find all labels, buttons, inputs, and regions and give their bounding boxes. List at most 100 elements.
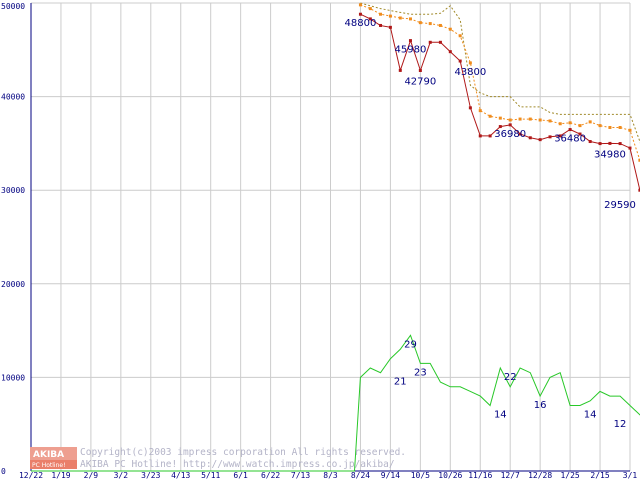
series-line-min_price	[360, 13, 640, 191]
data-point-avg_price	[568, 121, 572, 125]
data-point-avg_price	[468, 61, 472, 65]
chart-grid	[30, 2, 631, 472]
data-point-min_price	[418, 68, 422, 72]
data-point-min_price	[398, 68, 402, 72]
data-point-avg_price	[358, 3, 362, 7]
data-point-min_price	[358, 12, 362, 16]
y-tick-label: 0	[1, 467, 6, 476]
series-line-shop_count	[31, 334, 640, 472]
x-tick-label: 1/25	[560, 471, 579, 480]
x-tick-label: 3/23	[141, 471, 160, 480]
data-label-shop_count: 14	[494, 409, 507, 420]
data-label-shop_count: 12	[614, 419, 627, 430]
data-point-avg_price	[368, 7, 372, 11]
y-tick-label: 50000	[1, 2, 25, 11]
data-point-avg_price	[388, 14, 392, 18]
data-point-avg_price	[498, 116, 502, 120]
data-point-avg_price	[398, 16, 402, 20]
data-point-avg_price	[478, 109, 482, 113]
x-tick-label: 3/1	[623, 471, 638, 480]
data-label-min_price: 48800	[345, 18, 377, 29]
data-point-min_price	[438, 40, 442, 44]
data-point-min_price	[508, 123, 512, 127]
y-axis-ticks: 50000 40000 30000 20000 10000 0	[1, 2, 25, 476]
data-label-shop_count: 23	[414, 367, 427, 378]
data-point-min_price	[488, 134, 492, 138]
logo-bottom-block	[30, 460, 77, 469]
data-point-avg_price	[418, 21, 422, 25]
data-point-min_price	[518, 132, 522, 136]
x-tick-label: 6/1	[233, 471, 248, 480]
data-label-min_price: 36480	[554, 134, 586, 145]
data-point-avg_price	[588, 120, 592, 124]
data-point-min_price	[578, 132, 582, 136]
data-point-avg_price	[578, 124, 582, 128]
x-tick-label: 7/13	[291, 471, 310, 480]
data-point-min_price	[388, 25, 392, 29]
data-label-min_price: 43800	[454, 67, 486, 78]
x-tick-label: 9/14	[381, 471, 400, 480]
data-point-min_price	[538, 138, 542, 142]
x-tick-label: 11/16	[468, 471, 492, 480]
y-tick-label: 20000	[1, 280, 25, 289]
data-labels: 48800 45980 42790 43800 36980 36480 34980 29590…	[345, 18, 636, 430]
data-label-shop_count: 22	[504, 372, 517, 383]
data-point-avg_price	[618, 125, 622, 129]
x-tick-label: 2/9	[84, 471, 99, 480]
data-point-avg_price	[508, 118, 512, 122]
series-line-max_price	[360, 2, 640, 144]
data-point-min_price	[498, 125, 502, 129]
data-point-avg_price	[558, 122, 562, 126]
x-tick-label: 1/19	[51, 471, 70, 480]
series-line-avg_price	[360, 4, 640, 162]
footer-watermark: AKIBA PC Hotline! Copyright(c)2003 impre…	[30, 447, 406, 470]
x-tick-label: 12/22	[19, 471, 43, 480]
site-url-text: AKIBA PC Hotline! http://www.watch.impre…	[80, 459, 395, 470]
data-point-avg_price	[438, 23, 442, 27]
data-point-min_price	[618, 142, 622, 146]
data-label-shop_count: 21	[394, 377, 407, 388]
x-tick-label: 3/2	[114, 471, 129, 480]
series-max_price	[360, 2, 640, 144]
data-point-min_price	[478, 134, 482, 138]
data-point-avg_price	[488, 114, 492, 118]
logo-top-block	[30, 447, 77, 460]
y-tick-label: 30000	[1, 186, 25, 195]
x-tick-label: 10/5	[411, 471, 430, 480]
data-label-shop_count: 16	[534, 400, 547, 411]
data-point-min_price	[638, 188, 640, 192]
data-point-min_price	[568, 128, 572, 132]
copyright-text: Copyright(c)2003 impress corporation All…	[80, 447, 406, 458]
x-tick-label: 12/7	[501, 471, 520, 480]
data-point-avg_price	[548, 119, 552, 123]
data-point-avg_price	[518, 117, 522, 121]
data-point-min_price	[528, 136, 532, 140]
data-point-min_price	[458, 59, 462, 63]
x-tick-label: 5/11	[201, 471, 220, 480]
x-axis-ticks: 12/22 1/19 2/9 3/2 3/23 4/13 5/11 6/1 6/22 7/13 8/…	[19, 471, 637, 480]
data-point-min_price	[588, 140, 592, 144]
data-point-avg_price	[428, 22, 432, 26]
data-label-min_price: 42790	[404, 76, 436, 87]
data-point-avg_price	[628, 128, 632, 132]
series-shop_count	[31, 334, 640, 472]
data-point-min_price	[379, 23, 383, 27]
data-point-avg_price	[379, 12, 383, 16]
data-point-avg_price	[638, 158, 640, 162]
data-point-min_price	[368, 17, 372, 21]
data-point-min_price	[448, 50, 452, 54]
x-tick-label: 4/13	[171, 471, 190, 480]
data-label-min_price: 34980	[594, 150, 626, 161]
data-label-shop_count: 29	[404, 339, 417, 350]
x-tick-label: 6/22	[261, 471, 280, 480]
data-point-avg_price	[458, 34, 462, 38]
chart-series	[31, 2, 640, 472]
data-point-avg_price	[448, 27, 452, 31]
x-tick-label: 8/24	[351, 471, 370, 480]
data-point-avg_price	[608, 125, 612, 129]
data-label-min_price: 29590	[604, 200, 636, 211]
x-tick-label: 12/28	[528, 471, 552, 480]
y-tick-label: 40000	[1, 93, 25, 102]
data-point-min_price	[628, 146, 632, 150]
